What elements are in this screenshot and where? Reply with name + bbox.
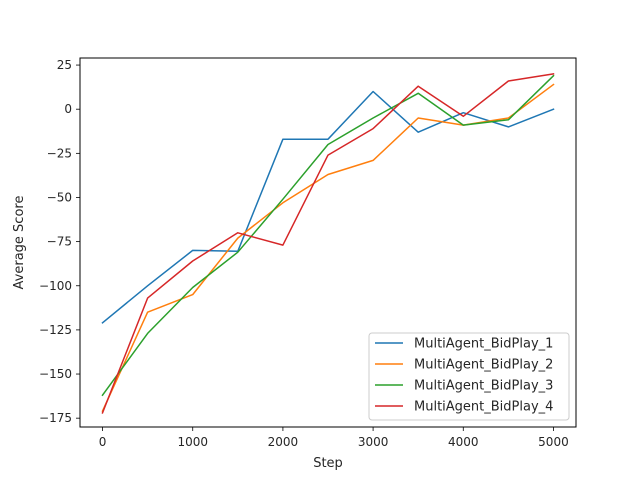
series-line-3 [101, 74, 555, 397]
y-tick-label: −100 [39, 279, 72, 293]
y-tick-label: 25 [57, 58, 72, 72]
y-tick-label: −125 [39, 323, 72, 337]
x-tick-label: 3000 [358, 435, 389, 449]
legend-box [368, 332, 570, 421]
y-axis-label: Average Score [12, 196, 27, 290]
y-axis: 25 0 −25 −50 −75 −100 −125 −150 −175 [39, 58, 80, 425]
plot-area-frame [79, 57, 577, 428]
x-tick-label: 5000 [538, 435, 569, 449]
y-tick-label: −25 [47, 146, 72, 160]
series-layer [101, 73, 555, 414]
x-tick-label: 2000 [268, 435, 299, 449]
legend-label-3: MultiAgent_BidPlay_3 [414, 379, 553, 394]
x-tick-label: 1000 [177, 435, 208, 449]
legend-label-4: MultiAgent_BidPlay_4 [414, 400, 553, 415]
x-axis: 0 1000 2000 3000 4000 5000 [99, 427, 569, 449]
legend-label-2: MultiAgent_BidPlay_2 [414, 358, 553, 373]
x-tick-label: 0 [99, 435, 107, 449]
y-tick-label: −150 [39, 367, 72, 381]
x-tick-label: 4000 [448, 435, 479, 449]
series-line-1 [101, 90, 555, 324]
legend-label-1: MultiAgent_BidPlay_1 [414, 337, 553, 352]
x-axis-label: Step [313, 456, 343, 471]
y-tick-label: −175 [39, 411, 72, 425]
y-tick-label: −75 [47, 235, 72, 249]
y-tick-label: 0 [64, 102, 72, 116]
series-line-4 [101, 73, 555, 414]
y-tick-label: −50 [47, 190, 72, 204]
legend: MultiAgent_BidPlay_1 MultiAgent_BidPlay_2… [368, 332, 570, 421]
